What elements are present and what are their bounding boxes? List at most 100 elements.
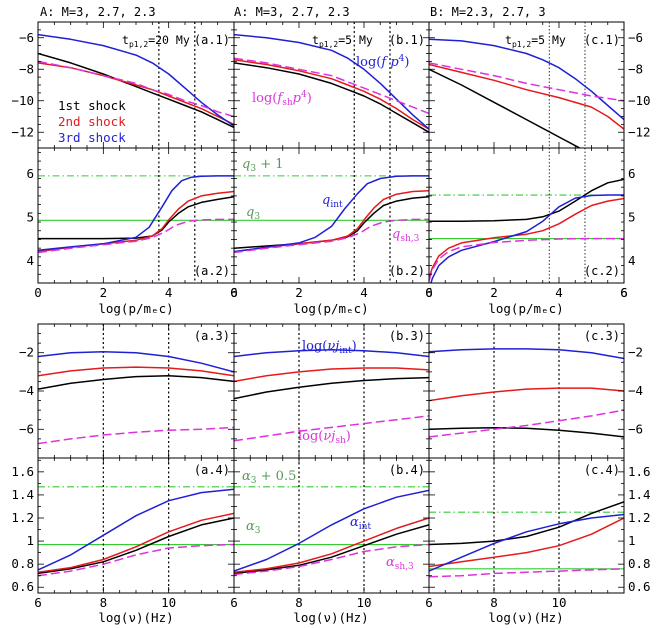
series-line-sh: [429, 237, 624, 282]
y-tick-label: 0.8: [628, 556, 651, 571]
series-line-sh: [38, 218, 234, 254]
plot-area-b.2: [234, 148, 429, 283]
series-line-third: [38, 175, 234, 252]
column-title-c1: B: M=2.3, 2.7, 3: [430, 5, 546, 19]
annotation-q-int: qint: [322, 193, 343, 210]
svg-text:qsh,3: qsh,3: [392, 227, 420, 244]
panel-label: (a.1): [194, 33, 230, 47]
plot-area-a.3: [38, 324, 234, 458]
x-tick-label: 8: [100, 595, 108, 610]
series-line-second: [38, 366, 234, 377]
series-line-third: [38, 488, 234, 571]
series-line-second: [38, 62, 234, 126]
svg-text:α3: α3: [246, 519, 261, 536]
panel-frame: [37, 457, 235, 594]
series-line-sh: [234, 218, 429, 254]
xlabel-b4: log(ν)(Hz): [293, 610, 368, 625]
svg-text:log(νjsh): log(νjsh): [298, 429, 351, 446]
panel-label: (c.4): [584, 463, 620, 477]
xlabel-c2: log(p/mₑc): [488, 301, 563, 316]
panel-frame: [428, 323, 625, 459]
series-line-first: [38, 374, 234, 390]
y-tick-label: 0.6: [628, 579, 651, 594]
y-tick-label: 4: [628, 253, 636, 268]
plot-area-a.4: [38, 458, 234, 593]
panel-label: (c.1): [584, 33, 620, 47]
y-tick-label: 1.4: [11, 487, 34, 502]
series-line-second: [234, 367, 429, 383]
series-line-first: [234, 376, 429, 400]
series-line-second: [429, 63, 624, 130]
y-tick-label: 5: [628, 210, 636, 225]
series-line-third: [234, 489, 429, 572]
svg-text:tp1,2=5 My: tp1,2=5 My: [312, 33, 373, 49]
y-tick-label: −12: [11, 124, 34, 139]
x-tick-label: 6: [230, 595, 238, 610]
series-line-third: [429, 348, 624, 360]
panel-label: (b.4): [389, 463, 425, 477]
y-tick-label: −6: [19, 30, 34, 45]
x-tick-label: 8: [490, 595, 498, 610]
panel-label: (b.2): [389, 264, 425, 278]
svg-text:qint: qint: [322, 193, 343, 210]
series-line-second: [38, 190, 234, 253]
note-a1: tp1,2=20 My: [122, 33, 190, 49]
annotation-log-fshp4: log(fshp4): [252, 90, 312, 108]
svg-text:tp1,2=20 My: tp1,2=20 My: [122, 33, 190, 49]
x-tick-label: 6: [620, 285, 628, 300]
series-line-first: [234, 62, 429, 133]
series-line-third: [234, 175, 429, 253]
y-tick-label: −2: [19, 345, 34, 360]
series-line-first: [38, 52, 234, 129]
series-line-first: [234, 524, 429, 575]
y-tick-label: −4: [19, 383, 34, 398]
plot-area-c.1: [429, 22, 624, 148]
series-line-second: [429, 387, 624, 402]
series-line-third: [430, 194, 624, 283]
x-tick-label: 10: [356, 595, 371, 610]
series-line-third: [429, 38, 624, 121]
plot-area-c.2: [429, 148, 624, 283]
series-line-third: [234, 349, 429, 358]
series-line-third: [38, 351, 234, 373]
y-tick-label: 6: [628, 166, 636, 181]
annotation-log-nu-j-int: log(νjint): [302, 339, 357, 356]
y-tick-label: −10: [11, 93, 34, 108]
series-line-second: [234, 59, 429, 130]
panel-a.4: 0.6 0.8 1 1.2 1.4 1.6 6 8 10 (a.4): [11, 457, 235, 610]
series-line-sh: [429, 62, 624, 102]
y-tick-label: 1.2: [628, 510, 651, 525]
panel-label: (c.3): [584, 329, 620, 343]
x-tick-label: 4: [555, 285, 563, 300]
series-line-sh: [429, 409, 624, 438]
y-tick-label: 1: [26, 533, 34, 548]
x-tick-label: 6: [425, 285, 433, 300]
series-line-second: [38, 512, 234, 573]
plot-area-a.1: [38, 22, 234, 148]
y-tick-label: −6: [628, 30, 643, 45]
plot-area-b.3: [234, 324, 429, 458]
annotation-alpha3-plus-half: α3 + 0.5: [242, 469, 296, 486]
series-line-sh: [38, 426, 234, 445]
x-tick-label: 6: [425, 595, 433, 610]
y-tick-label: 5: [26, 210, 34, 225]
svg-text:q3: q3: [246, 205, 260, 222]
series-line-first: [38, 196, 234, 240]
panel-label: (a.3): [194, 329, 230, 343]
y-tick-label: −6: [628, 421, 643, 436]
x-tick-label: 2: [100, 285, 108, 300]
panel-label: (c.2): [584, 264, 620, 278]
y-tick-label: −2: [628, 345, 643, 360]
panel-b.1: (b.1): [233, 21, 430, 149]
panel-frame: [428, 147, 625, 284]
series-line-second: [234, 517, 429, 573]
xlabel-a4: log(ν)(Hz): [98, 610, 173, 625]
svg-text:log(νjint): log(νjint): [302, 339, 357, 356]
panel-frame: [37, 147, 235, 284]
annotation-alpha-sh3: αsh,3: [386, 555, 414, 572]
y-tick-label: 1.6: [628, 464, 651, 479]
